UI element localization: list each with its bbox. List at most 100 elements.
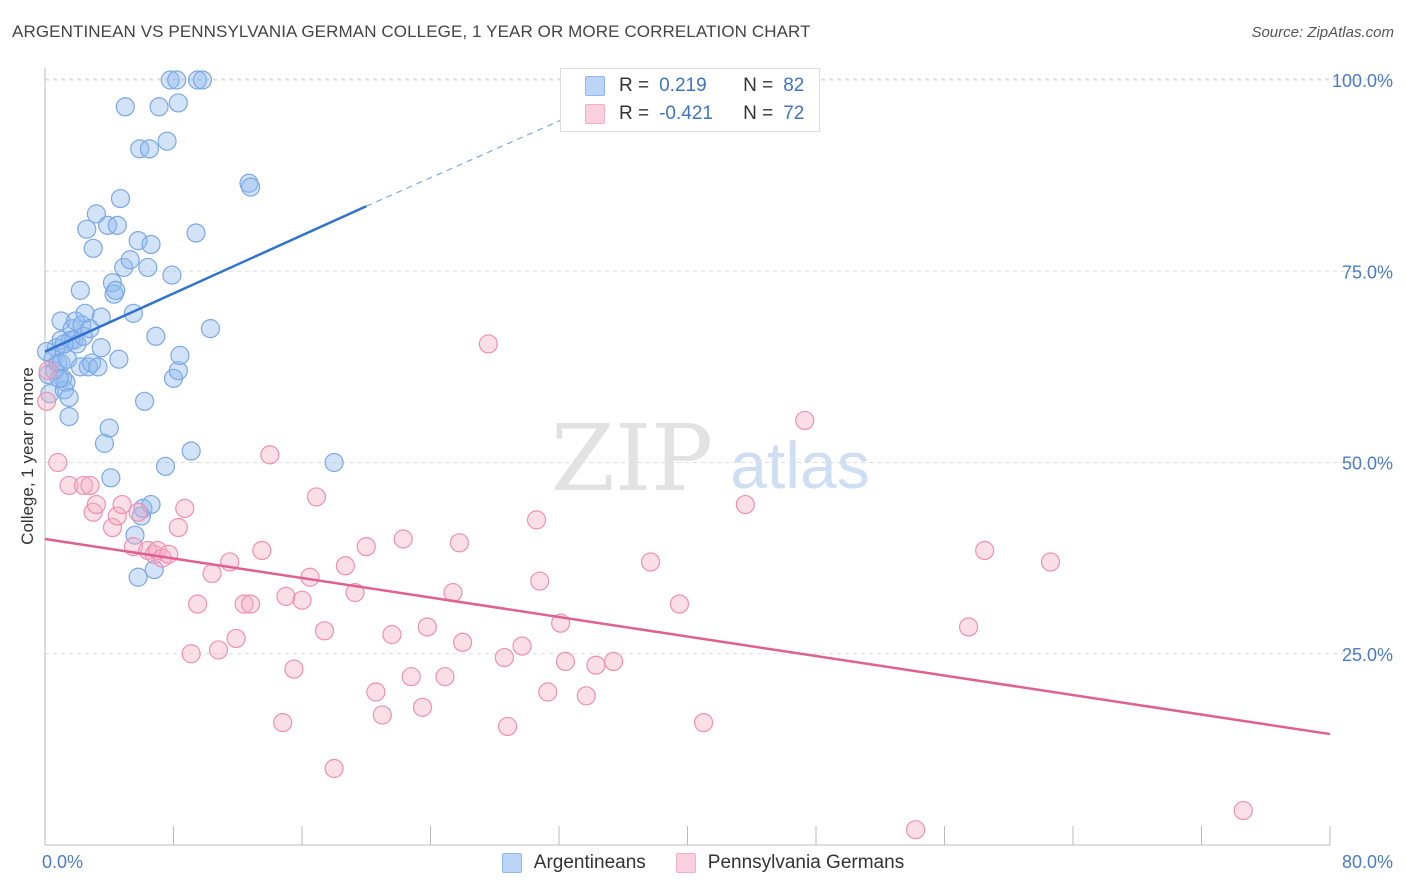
point-pennsylvania-germans	[314, 621, 335, 641]
point-argentineans	[128, 231, 148, 251]
point-pennsylvania-germans	[356, 537, 376, 557]
point-pennsylvania-germans	[576, 686, 596, 706]
point-pennsylvania-germans	[86, 494, 107, 515]
point-pennsylvania-germans	[208, 640, 229, 660]
point-pennsylvania-germans	[324, 758, 344, 779]
point-argentineans	[192, 70, 213, 90]
series-legend: Argentineans Pennsylvania Germans	[0, 852, 1406, 874]
point-pennsylvania-germans	[273, 712, 293, 733]
point-argentineans	[186, 223, 206, 243]
correlation-legend: R = 0.219 N = 82 R = -0.421 N = 72	[560, 68, 820, 132]
point-argentineans	[120, 250, 140, 270]
point-argentineans	[138, 257, 158, 278]
point-argentineans	[75, 303, 95, 323]
point-pennsylvania-germans	[276, 586, 296, 606]
legend-swatch-pink	[675, 853, 696, 873]
point-pennsylvania-germans	[335, 556, 355, 576]
legend-swatch-blue	[585, 76, 605, 96]
watermark-zip: ZIP	[551, 405, 713, 512]
legend-swatch-blue	[501, 853, 522, 873]
legend-label-argentineans: Argentineans	[533, 852, 646, 873]
watermark-atlas: atlas	[730, 428, 869, 502]
point-argentineans	[49, 368, 70, 388]
point-pennsylvania-germans	[604, 651, 624, 672]
point-pennsylvania-germans	[555, 651, 576, 672]
point-argentineans	[99, 418, 119, 438]
point-argentineans	[144, 559, 164, 580]
legend-item-argentineans: Argentineans	[501, 852, 646, 874]
x-tick-label: 0.0%	[42, 852, 83, 872]
point-pennsylvania-germans	[260, 445, 280, 465]
point-pennsylvania-germans	[512, 636, 532, 656]
point-pennsylvania-germans	[478, 334, 498, 354]
point-pennsylvania-germans	[530, 571, 550, 591]
point-argentineans	[86, 204, 107, 224]
point-pennsylvania-germans	[640, 552, 661, 572]
point-pennsylvania-germans	[73, 475, 94, 496]
legend-r-label: R =	[619, 103, 650, 124]
point-pennsylvania-germans	[393, 529, 413, 549]
x-tick-label: 80.0%	[1342, 852, 1393, 872]
point-pennsylvania-germans	[449, 533, 470, 553]
point-argentineans	[181, 441, 201, 461]
legend-swatch-pink	[585, 104, 605, 124]
source-label: Source: ZipAtlas.com	[1251, 24, 1394, 41]
trendline-pennsylvania-germans	[44, 537, 1331, 736]
point-pennsylvania-germans	[241, 594, 261, 614]
point-argentineans	[91, 338, 111, 358]
point-pennsylvania-germans	[187, 594, 208, 614]
point-pennsylvania-germans	[905, 820, 926, 840]
point-argentineans	[146, 326, 166, 346]
legend-label-pennsylvania-germans: Pennsylvania Germans	[707, 852, 905, 873]
point-argentineans	[200, 319, 221, 339]
point-argentineans	[59, 387, 79, 408]
point-pennsylvania-germans	[412, 697, 433, 717]
point-pennsylvania-germans	[107, 506, 127, 526]
point-pennsylvania-germans	[494, 647, 514, 668]
point-pennsylvania-germans	[345, 582, 365, 603]
point-argentineans	[110, 188, 131, 209]
point-pennsylvania-germans	[48, 452, 68, 473]
point-pennsylvania-germans	[59, 475, 79, 496]
legend-n-value: 82	[783, 75, 805, 96]
point-pennsylvania-germans	[234, 594, 254, 614]
y-tick-label: 100.0%	[1332, 71, 1393, 91]
y-tick-label: 50.0%	[1342, 454, 1393, 474]
point-argentineans	[141, 234, 161, 255]
point-argentineans	[168, 361, 188, 381]
legend-n-label: N =	[743, 103, 774, 124]
point-pennsylvania-germans	[159, 544, 179, 564]
point-pennsylvania-germans	[202, 563, 222, 584]
legend-item-pennsylvania-germans: Pennsylvania Germans	[675, 852, 905, 874]
point-argentineans	[130, 139, 150, 159]
point-pennsylvania-germans	[693, 712, 714, 733]
point-argentineans	[170, 345, 190, 365]
point-pennsylvania-germans	[372, 705, 392, 725]
point-pennsylvania-germans	[435, 667, 455, 687]
y-tick-label: 75.0%	[1342, 262, 1393, 282]
point-argentineans	[77, 219, 97, 239]
legend-row-argentineans: R = 0.219 N = 82	[585, 75, 804, 97]
point-argentineans	[128, 567, 148, 587]
trendline-argentineans	[44, 205, 367, 353]
point-argentineans	[324, 452, 344, 473]
point-pennsylvania-germans	[958, 617, 979, 637]
point-pennsylvania-germans	[382, 625, 402, 645]
point-argentineans	[59, 407, 79, 427]
point-pennsylvania-germans	[366, 682, 386, 702]
point-pennsylvania-germans	[292, 590, 312, 610]
point-pennsylvania-germans	[586, 655, 606, 675]
point-pennsylvania-germans	[37, 391, 57, 411]
chart-title: ARGENTINEAN VS PENNSYLVANIA GERMAN COLLE…	[12, 22, 811, 41]
point-argentineans	[107, 215, 127, 235]
point-pennsylvania-germans	[181, 644, 201, 664]
point-pennsylvania-germans	[112, 494, 132, 515]
point-argentineans	[115, 97, 135, 117]
point-argentineans	[168, 93, 188, 113]
point-pennsylvania-germans	[80, 475, 100, 496]
point-pennsylvania-germans	[38, 361, 58, 381]
point-argentineans	[70, 280, 90, 300]
point-argentineans	[134, 391, 155, 411]
point-pennsylvania-germans	[1040, 552, 1061, 572]
